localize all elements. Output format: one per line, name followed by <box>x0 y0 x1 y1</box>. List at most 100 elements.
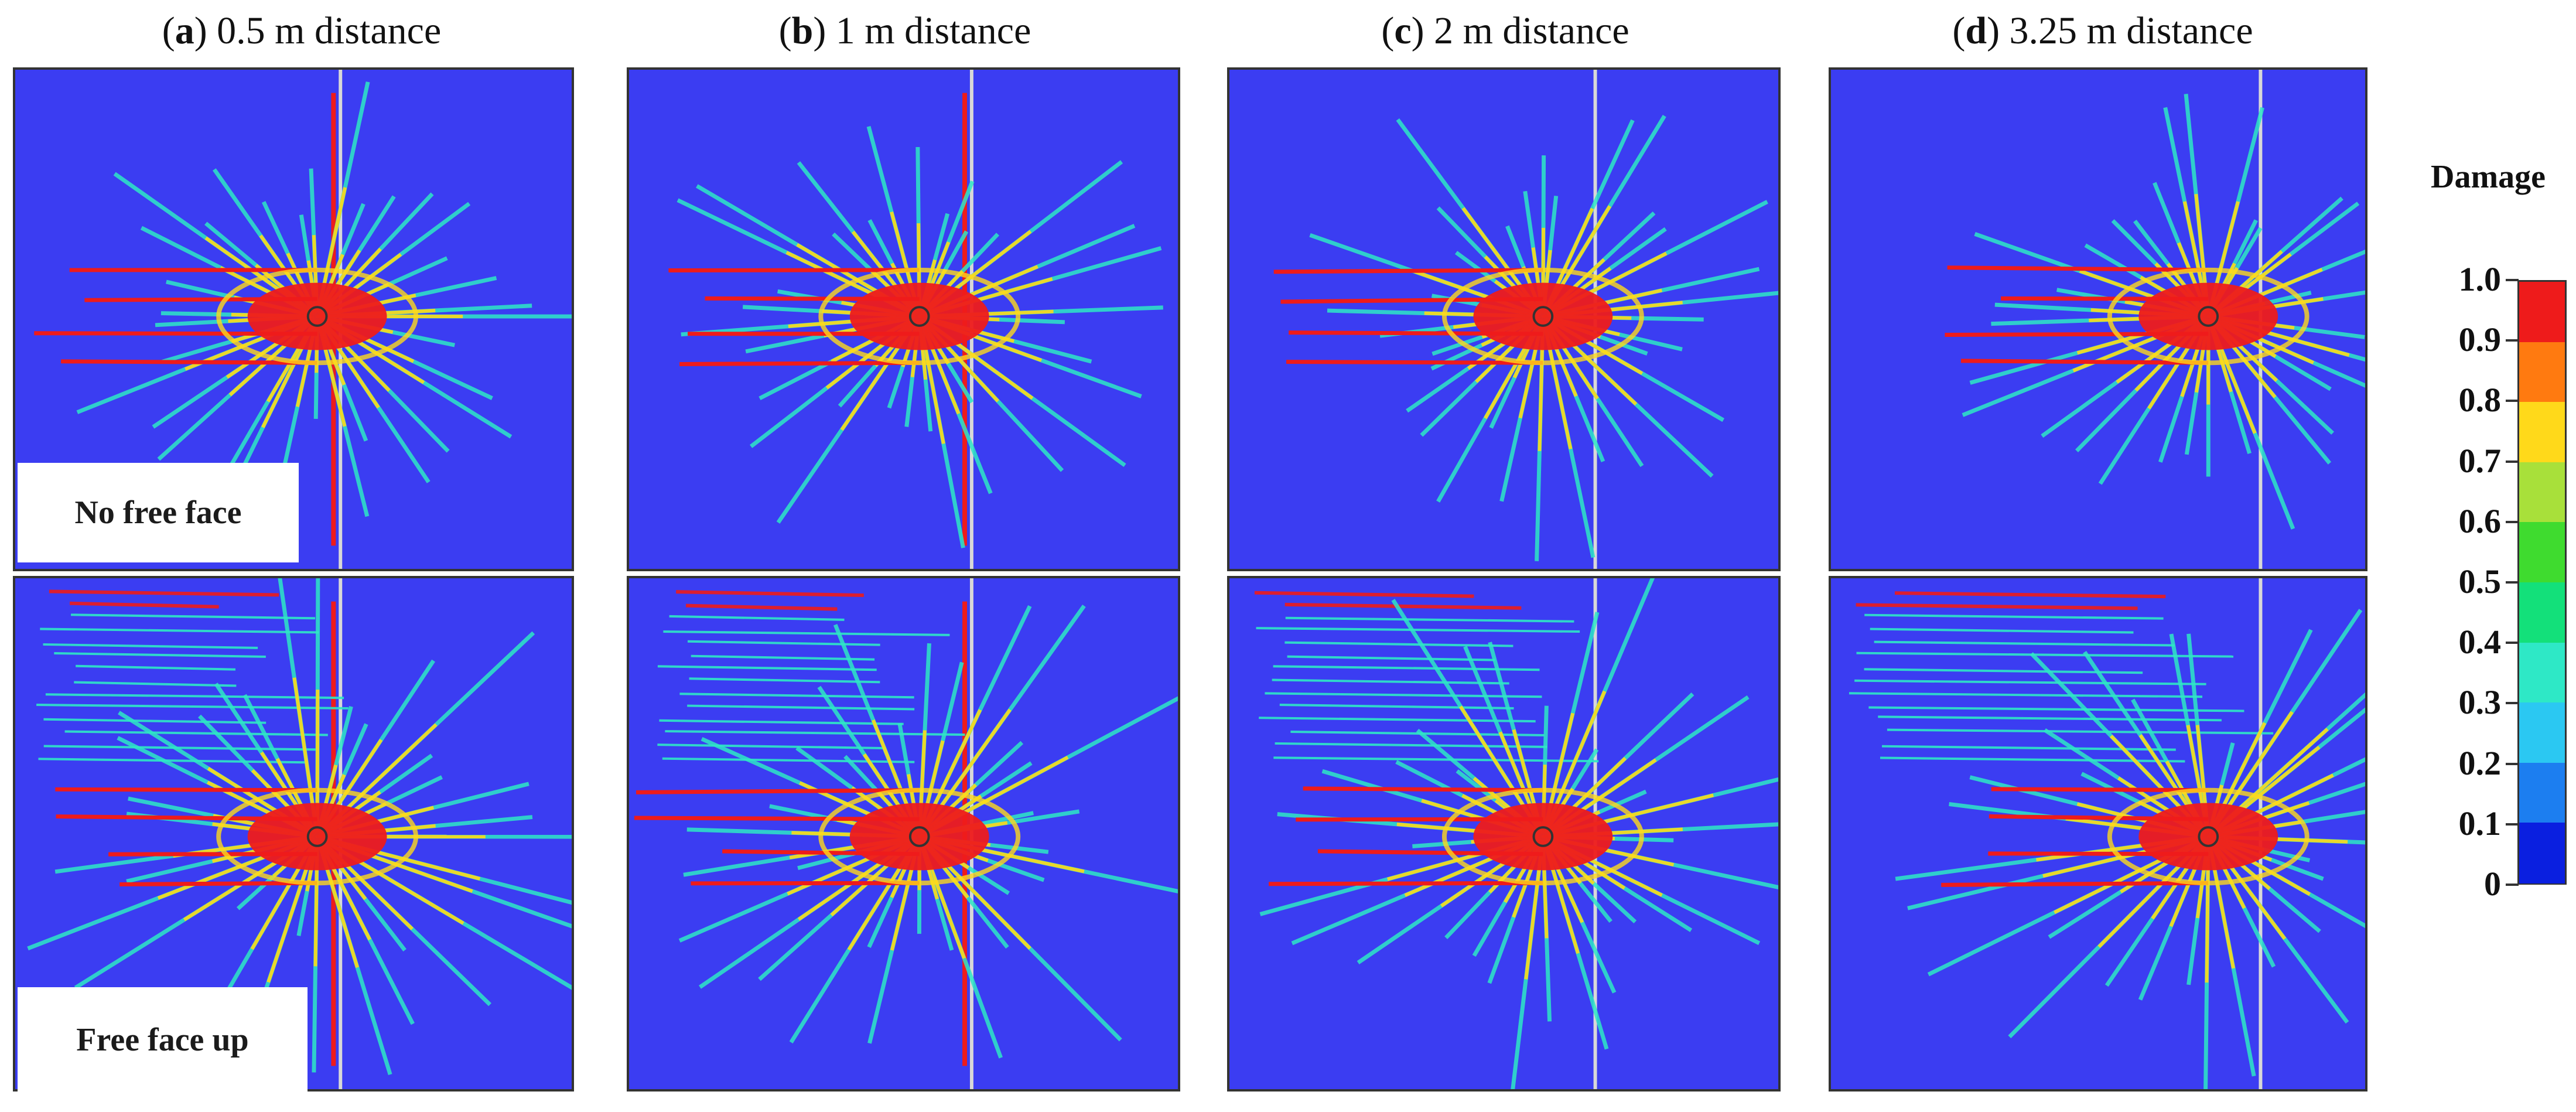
spall-crack <box>70 601 219 609</box>
crushed-zone-edge <box>1441 787 1644 886</box>
horizontal-crack <box>119 881 317 886</box>
column-letter: c <box>1394 9 1412 52</box>
blast-hole <box>2198 826 2219 847</box>
colorbar-tick-mark <box>2506 339 2519 342</box>
spall-crack <box>662 757 915 763</box>
colorbar-tick-label: 0.7 <box>2458 441 2502 480</box>
horizontal-crack <box>55 787 317 793</box>
crushed-zone <box>247 282 387 350</box>
horizontal-crack <box>636 788 920 794</box>
colorbar-tick-label: 0.6 <box>2458 502 2502 540</box>
column-title-a: (a) 0.5 m distance <box>162 9 442 52</box>
colorbar-tick-mark <box>2506 400 2519 402</box>
horizontal-crack <box>1273 268 1543 274</box>
colorbar-segment <box>2519 522 2565 583</box>
column-caption: ) 3.25 m distance <box>1987 9 2253 52</box>
spall-crack <box>1854 679 2206 685</box>
colorbar-tick-mark <box>2506 823 2519 826</box>
crushed-zone <box>247 803 387 871</box>
spall-crack <box>45 693 344 700</box>
crushed-zone-edge <box>216 267 418 366</box>
row-label-free-face-up: Free face up <box>18 987 308 1093</box>
crack-pattern <box>1849 578 2365 1089</box>
column-title-c: (c) 2 m distance <box>1381 9 1629 52</box>
colorbar-tick-label: 0.1 <box>2458 804 2502 842</box>
crack-pattern <box>27 578 572 1089</box>
spall-crack <box>1894 591 2166 599</box>
spall-crack <box>74 681 237 687</box>
spall-crack <box>1856 651 2234 658</box>
spall-crack <box>689 677 880 684</box>
column-title-b: (b) 1 m distance <box>778 9 1031 52</box>
colorbar-tick-mark <box>2506 520 2519 523</box>
crushed-zone-edge <box>1441 267 1644 366</box>
column-letter: d <box>1965 9 1987 52</box>
horizontal-crack <box>1286 360 1543 365</box>
spall-crack <box>1868 706 2244 712</box>
spall-crack <box>43 643 258 649</box>
spall-crack <box>1864 668 2143 674</box>
blast-hole <box>2198 306 2219 327</box>
column-caption: ) 2 m distance <box>1411 9 1629 52</box>
crushed-zone-edge <box>2107 787 2309 886</box>
row-label-text: No free face <box>74 494 242 531</box>
spall-crack <box>1279 703 1514 710</box>
damage-panel <box>627 576 1180 1091</box>
colorbar-segment <box>2519 823 2565 884</box>
crushed-zone-edge <box>2107 267 2309 366</box>
spall-crack <box>687 640 880 646</box>
spall-crack <box>659 719 904 725</box>
spall-crack <box>1272 678 1509 685</box>
colorbar-tick-label: 0.9 <box>2458 320 2502 359</box>
damage-panel <box>1227 576 1781 1091</box>
crack-pattern <box>1273 70 1778 569</box>
colorbar-tick-mark <box>2506 884 2519 886</box>
crack-pattern <box>1945 70 2365 569</box>
spall-crack <box>1256 627 1580 633</box>
colorbar-tick-mark <box>2506 581 2519 584</box>
spall-crack <box>1864 613 2164 620</box>
horizontal-crack <box>61 359 317 365</box>
spall-crack <box>687 704 915 711</box>
colorbar-tick-mark <box>2506 460 2519 463</box>
spall-crack <box>70 613 316 620</box>
crushed-zone <box>1473 803 1613 871</box>
spall-crack <box>1284 641 1514 647</box>
colorbar-segment <box>2519 582 2565 643</box>
horizontal-crack <box>1991 787 2209 793</box>
spall-crack <box>64 730 328 736</box>
horizontal-crack <box>668 268 920 272</box>
spall-crack <box>1273 756 1599 763</box>
crack-pattern <box>1254 578 1778 1089</box>
crushed-zone-edge <box>818 267 1021 366</box>
blast-hole <box>908 306 930 327</box>
column-letter: a <box>175 9 194 52</box>
colorbar-tick-mark <box>2506 642 2519 644</box>
horizontal-crack <box>1269 881 1543 886</box>
spall-crack <box>1287 655 1495 661</box>
horizontal-crack <box>691 881 920 886</box>
spall-crack <box>1874 640 2175 647</box>
blast-hole <box>908 826 930 847</box>
colorbar-tick-label: 1.0 <box>2458 260 2502 298</box>
column-letter: b <box>791 9 814 52</box>
colorbar-tick-mark <box>2506 702 2519 705</box>
spall-crack <box>1856 603 2138 610</box>
crushed-zone <box>2138 803 2278 871</box>
blast-hole <box>1532 826 1554 847</box>
crushed-zone <box>849 282 989 350</box>
colorbar-tick-label: 0.5 <box>2458 562 2502 601</box>
crushed-zone <box>1473 282 1613 350</box>
spall-crack <box>679 693 914 699</box>
column-title-d: (d) 3.25 m distance <box>1952 9 2253 52</box>
crack-pattern <box>634 578 1178 1089</box>
spall-crack <box>1880 756 2185 763</box>
spall-crack <box>1881 745 2176 751</box>
colorbar-tick-label: 0.4 <box>2458 623 2502 661</box>
spall-crack <box>665 730 965 736</box>
spall-crack <box>685 603 838 611</box>
crushed-zone <box>2138 282 2278 350</box>
spall-crack <box>1265 692 1542 698</box>
spall-crack <box>1887 728 2274 735</box>
spall-crack <box>1254 591 1474 598</box>
